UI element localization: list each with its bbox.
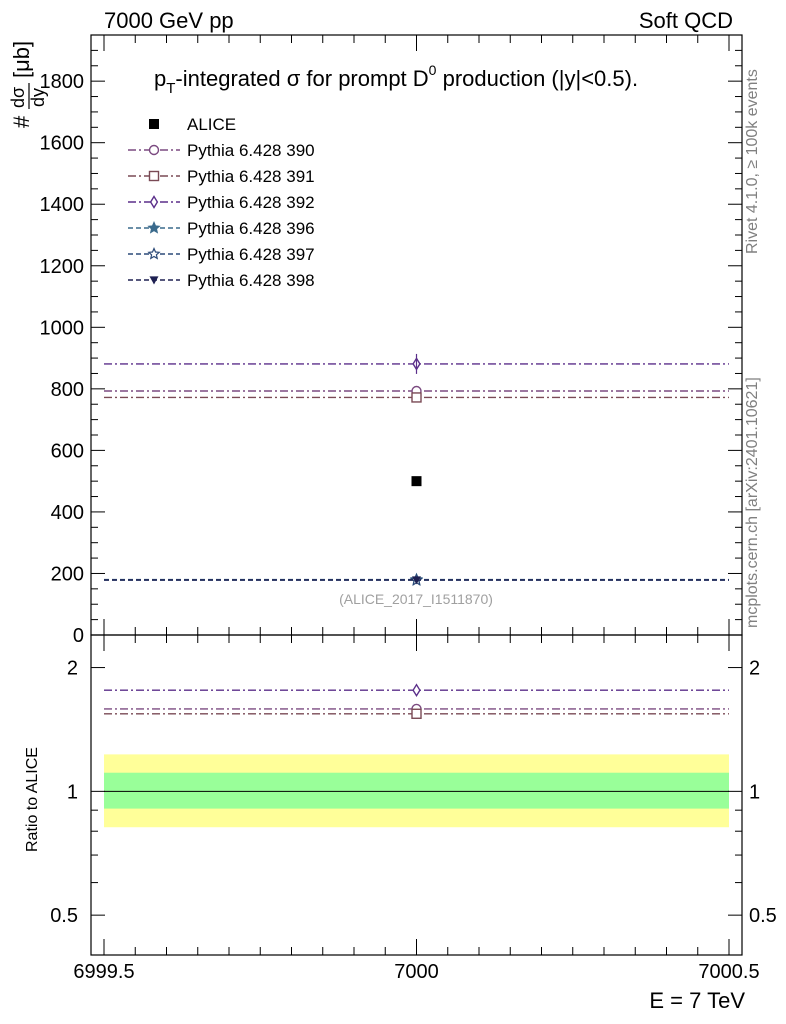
legend-label-5: Pythia 6.428 397 xyxy=(187,245,315,264)
data-point-alice xyxy=(411,476,422,487)
legend-entry-5: Pythia 6.428 397 xyxy=(128,245,315,264)
main-y-tick-label-0: 0 xyxy=(73,625,84,647)
ratio-point-3 xyxy=(412,683,421,698)
main-y-tick-label-9: 1800 xyxy=(40,71,85,93)
ratio-y-tick-label-right-0: 0.5 xyxy=(749,905,777,927)
analysis-tag: (ALICE_2017_I1511870) xyxy=(339,591,493,607)
ratio-y-tick-label-left-1: 1 xyxy=(67,781,78,803)
legend-label-4: Pythia 6.428 396 xyxy=(187,219,315,238)
svg-text:[μb]: [μb] xyxy=(9,41,34,78)
ratio-band-green xyxy=(104,772,729,809)
ratio-point-2 xyxy=(411,708,422,719)
legend-entry-alice: ALICE xyxy=(149,115,236,134)
legend-entry-4: Pythia 6.428 396 xyxy=(128,219,315,238)
header-right: Soft QCD xyxy=(638,8,733,33)
main-title: pT-integrated σ for prompt D0 production… xyxy=(154,62,638,97)
main-y-tick-label-5: 1000 xyxy=(40,317,85,339)
ratio-y-tick-label-right-1: 1 xyxy=(749,781,760,803)
series-point-6 xyxy=(412,576,421,585)
x-axis-label: E = 7 TeV xyxy=(649,988,745,1013)
main-y-tick-label-8: 1600 xyxy=(40,133,85,155)
ratio-y-tick-label-right-2: 2 xyxy=(749,658,760,680)
main-y-tick-label-2: 400 xyxy=(51,502,84,524)
ratio-y-axis-label: Ratio to ALICE xyxy=(24,747,41,852)
legend-entry-3: Pythia 6.428 392 xyxy=(128,193,315,212)
header-left: 7000 GeV pp xyxy=(104,8,234,33)
x-tick-label-2: 7000.5 xyxy=(698,961,759,983)
main-y-axis-label: # dσ dy [μb] xyxy=(8,41,48,128)
main-y-tick-label-7: 1400 xyxy=(40,194,85,216)
main-y-tick-label-1: 200 xyxy=(51,563,84,585)
legend-label-6: Pythia 6.428 398 xyxy=(187,271,315,290)
series-point-2 xyxy=(411,392,422,403)
svg-text:#: # xyxy=(9,115,34,128)
ratio-y-tick-label-left-0: 0.5 xyxy=(50,905,78,927)
main-y-tick-label-3: 600 xyxy=(51,440,84,462)
legend-label-alice: ALICE xyxy=(187,115,236,134)
legend-label-1: Pythia 6.428 390 xyxy=(187,141,315,160)
main-y-tick-label-4: 800 xyxy=(51,379,84,401)
legend-label-2: Pythia 6.428 391 xyxy=(187,167,315,186)
legend-label-3: Pythia 6.428 392 xyxy=(187,193,315,212)
x-tick-label-1: 7000 xyxy=(394,961,439,983)
ratio-y-tick-label-left-2: 2 xyxy=(67,658,78,680)
svg-text:dy: dy xyxy=(28,88,48,107)
legend-entry-1: Pythia 6.428 390 xyxy=(128,141,315,160)
legend-entry-6: Pythia 6.428 398 xyxy=(128,271,315,290)
legend-entry-2: Pythia 6.428 391 xyxy=(128,167,315,186)
x-tick-label-0: 6999.5 xyxy=(73,961,134,983)
svg-text:dσ: dσ xyxy=(8,87,28,108)
main-y-tick-label-6: 1200 xyxy=(40,256,85,278)
